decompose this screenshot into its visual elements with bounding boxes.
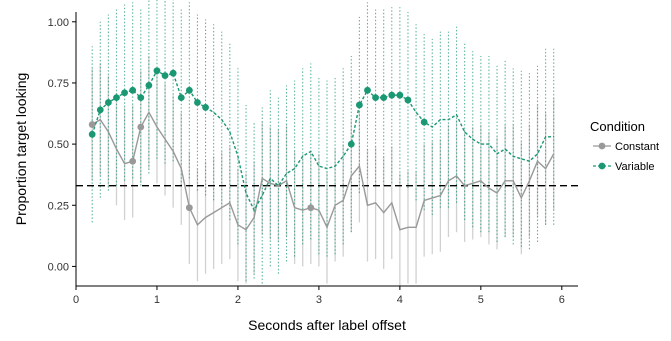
error-bars [91,0,555,286]
variable-point [185,86,193,94]
x-tick-label: 4 [397,294,403,306]
variable-point [388,91,396,99]
legend-title: Condition [590,119,645,134]
constant-point [307,204,315,212]
variable-point [380,94,388,102]
legend-item-constant: Constant [593,141,659,153]
variable-series-line [91,69,554,212]
x-tick-label: 1 [154,294,160,306]
variable-point [96,106,104,114]
variable-point [161,72,169,80]
variable-point [364,86,371,94]
legend-constant-marker [598,142,606,150]
variable-point [145,81,153,89]
variable-point [420,118,428,126]
y-tick-label: 0.50 [48,139,69,151]
axes [75,12,578,287]
variable-point [396,91,404,99]
constant-point [137,123,145,131]
y-ticks: 0.00 0.25 0.50 0.75 1.00 [48,17,76,273]
variable-point [137,94,145,102]
variable-point [355,101,363,109]
variable-point [88,130,96,138]
legend-variable-label: Variable [615,161,655,173]
series-points [88,67,428,212]
constant-point [88,121,96,128]
variable-point [194,99,201,106]
variable-point [404,96,412,104]
variable-point [121,89,128,97]
x-tick-label: 5 [478,294,484,306]
y-axis-label: Proportion target looking [13,73,29,226]
variable-point [177,94,185,102]
legend-item-variable: Variable [593,161,655,173]
legend: Condition Constant Variable [590,119,659,173]
x-tick-label: 6 [559,294,565,306]
y-tick-label: 0.25 [48,200,69,212]
x-tick-label: 0 [73,294,79,306]
x-ticks: 0 1 2 3 4 5 6 [73,286,565,306]
variable-point [372,94,379,102]
variable-point [113,94,120,102]
y-tick-label: 0.00 [48,261,69,273]
variable-point [347,140,355,148]
variable-point [129,86,137,94]
legend-constant-label: Constant [615,141,659,153]
constant-point [129,157,137,165]
legend-variable-marker [598,162,606,170]
variable-point [169,69,177,77]
variable-point [153,67,161,75]
y-tick-label: 0.75 [48,78,69,90]
x-tick-label: 2 [235,294,241,306]
constant-point [185,204,193,212]
x-tick-label: 3 [316,294,322,306]
series-lines [91,69,555,231]
y-tick-label: 1.00 [48,17,69,29]
constant-series-line [91,110,555,231]
variable-point [104,99,112,106]
variable-point [202,104,209,111]
x-axis-label: Seconds after label offset [248,317,406,333]
